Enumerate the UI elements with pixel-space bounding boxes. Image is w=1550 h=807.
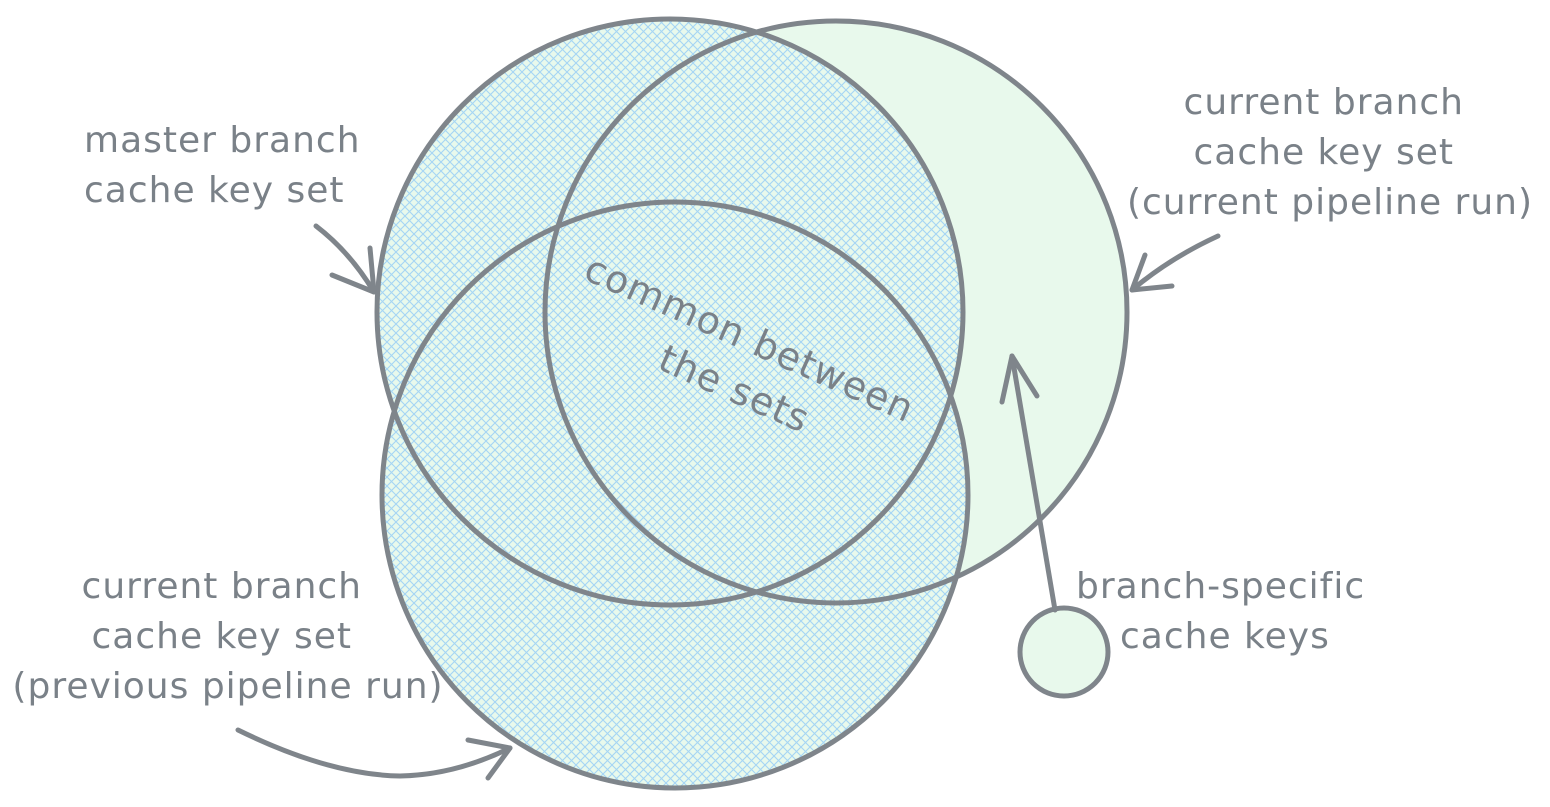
branch-specific-label: branch-specific cache keys [1076,566,1378,657]
current-label-line-2: cache key set [1194,132,1455,173]
current-run-set-outline [542,18,1130,606]
current-run-set-label: current branch cache key set (current pi… [1127,82,1533,223]
previous-run-set-label: current branch cache key set (previous p… [12,566,443,707]
current-label-line-1: current branch [1184,82,1464,123]
previous-label-line-3: (previous pipeline run) [12,666,443,707]
previous-run-set-circle [382,202,968,788]
previous-label-line-1: current branch [82,566,362,607]
master-label-line-1: master branch [84,120,361,161]
previous-label-line-2: cache key set [92,616,353,657]
previous-run-set-outline [379,199,971,791]
master-set-outline [374,16,966,608]
branch-specific-arrow [999,353,1058,613]
master-label-line-2: cache key set [84,170,345,211]
branch-specific-line-2: cache keys [1120,616,1330,657]
master-arrow [313,223,377,295]
current-label-line-3: (current pipeline run) [1127,182,1533,223]
previous-arrow [235,727,513,781]
master-set-label: master branch cache key set [84,120,373,211]
branch-specific-line-1: branch-specific [1076,566,1365,607]
branch-specific-marker [1017,605,1111,699]
current-arrow [1129,233,1221,293]
